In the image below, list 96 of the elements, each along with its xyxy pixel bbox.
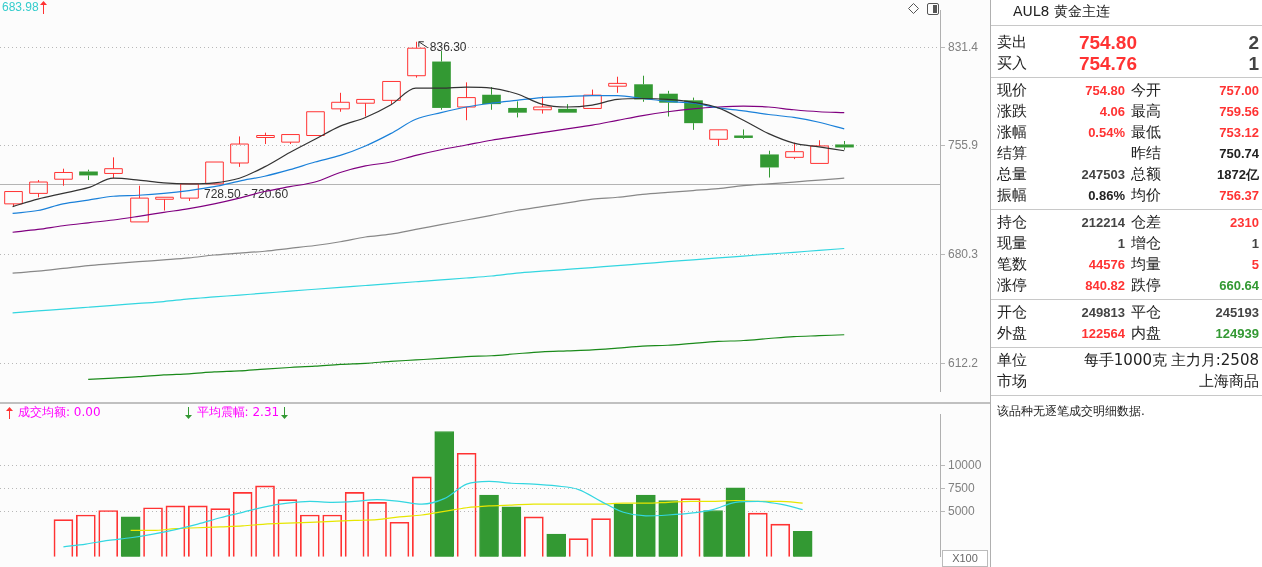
text: AUL8 黄金主连	[1013, 3, 1110, 21]
line-series	[12, 177, 845, 274]
bar	[479, 494, 499, 557]
text: 笔数	[997, 254, 1027, 275]
text: 1	[1251, 234, 1259, 252]
bar	[613, 503, 634, 557]
bar	[546, 533, 567, 557]
text: 最高	[1131, 101, 1161, 122]
text: 市场	[997, 371, 1027, 392]
bar	[703, 510, 723, 557]
y-tick-label: 680.3	[948, 246, 979, 261]
text: 0.54%	[1088, 123, 1125, 141]
line-series	[87, 334, 845, 381]
candlestick	[155, 196, 174, 212]
bar	[501, 506, 522, 557]
text: 1	[1117, 234, 1125, 252]
text: 均价	[1131, 185, 1161, 206]
bar	[636, 494, 656, 557]
line-series	[130, 499, 804, 532]
text: 5	[1251, 255, 1259, 273]
text: 249813	[1081, 303, 1125, 321]
text: 247503	[1081, 165, 1125, 183]
annotation: 成交均额: 0.00	[18, 404, 101, 421]
text: 该品种无逐笔成交明细数据.	[997, 403, 1145, 420]
text: 212214	[1081, 213, 1125, 231]
candlestick	[760, 150, 779, 179]
text: 840.82	[1085, 276, 1125, 294]
text: 每手1000克	[1083, 350, 1167, 371]
ref-line-label: 728.50 - 720.60	[204, 186, 289, 201]
text: 涨幅	[997, 122, 1027, 143]
candlestick	[104, 156, 123, 179]
bar	[434, 431, 455, 557]
candlestick	[230, 135, 249, 168]
candlestick	[356, 98, 375, 118]
text: 现量	[997, 233, 1027, 254]
text: 756.37	[1219, 186, 1259, 204]
text: 754.80	[1085, 81, 1125, 99]
text: 44576	[1088, 255, 1125, 273]
text: 2310	[1230, 213, 1259, 231]
text: 内盘	[1131, 323, 1161, 344]
text: 753.12	[1219, 123, 1259, 141]
text: 开仓	[997, 302, 1027, 323]
text: 均量	[1131, 254, 1161, 275]
text: 122564	[1081, 324, 1125, 342]
text: 4.06	[1099, 102, 1125, 120]
text: 单位	[997, 350, 1027, 371]
text: 总额	[1131, 164, 1161, 185]
text: 外盘	[997, 323, 1027, 344]
line-series	[12, 247, 845, 314]
text: 昨结	[1131, 143, 1161, 164]
text: 750.74	[1219, 144, 1259, 162]
y-tick-label: 831.4	[948, 40, 979, 55]
text: 涨跌	[997, 101, 1027, 122]
candlestick	[608, 76, 627, 94]
y-tick-label: 755.9	[948, 138, 979, 153]
y-tick-label: 10000	[948, 458, 982, 473]
text: 759.56	[1219, 102, 1259, 120]
y-tick-label: 5000	[948, 503, 976, 518]
text: 124939	[1215, 324, 1259, 342]
candlestick	[457, 81, 476, 121]
y-tick-label: 612.2	[948, 355, 979, 370]
text: 结算	[997, 143, 1027, 164]
text: 买入	[997, 53, 1027, 74]
text: 卖出	[997, 32, 1027, 53]
text: 245193	[1215, 303, 1259, 321]
text: 现价	[997, 80, 1027, 101]
candlestick	[79, 169, 98, 181]
text: 总量	[997, 164, 1027, 185]
text: 今开	[1131, 80, 1161, 101]
text: 1872亿	[1217, 165, 1259, 183]
candlestick	[835, 140, 854, 151]
text: 757.00	[1219, 81, 1259, 99]
text: 660.64	[1219, 276, 1259, 294]
text: 上海商品	[1199, 371, 1259, 392]
text: 平仓	[1131, 302, 1161, 323]
candlestick	[508, 100, 527, 118]
annotation: 836.30	[429, 40, 467, 55]
text: 仓差	[1131, 212, 1161, 233]
bar	[725, 487, 746, 557]
annotation: 平均震幅: 2.31	[196, 404, 280, 421]
text: 最低	[1131, 122, 1161, 143]
text: 跌停	[1131, 275, 1161, 296]
candlestick	[331, 92, 350, 113]
y-tick-label: 7500	[948, 480, 976, 495]
text: 增仓	[1131, 233, 1161, 254]
text: 涨停	[997, 275, 1027, 296]
candlestick	[54, 168, 73, 187]
bar	[792, 531, 813, 557]
text: 持仓	[997, 212, 1027, 233]
text: 主力月:2508	[1170, 350, 1259, 371]
text: 振幅	[997, 185, 1027, 206]
text: 0.86%	[1088, 186, 1125, 204]
bar	[658, 500, 679, 557]
annotation: 683.98	[2, 0, 39, 14]
candlestick	[432, 50, 451, 111]
y-axis-title: X100	[942, 550, 988, 567]
